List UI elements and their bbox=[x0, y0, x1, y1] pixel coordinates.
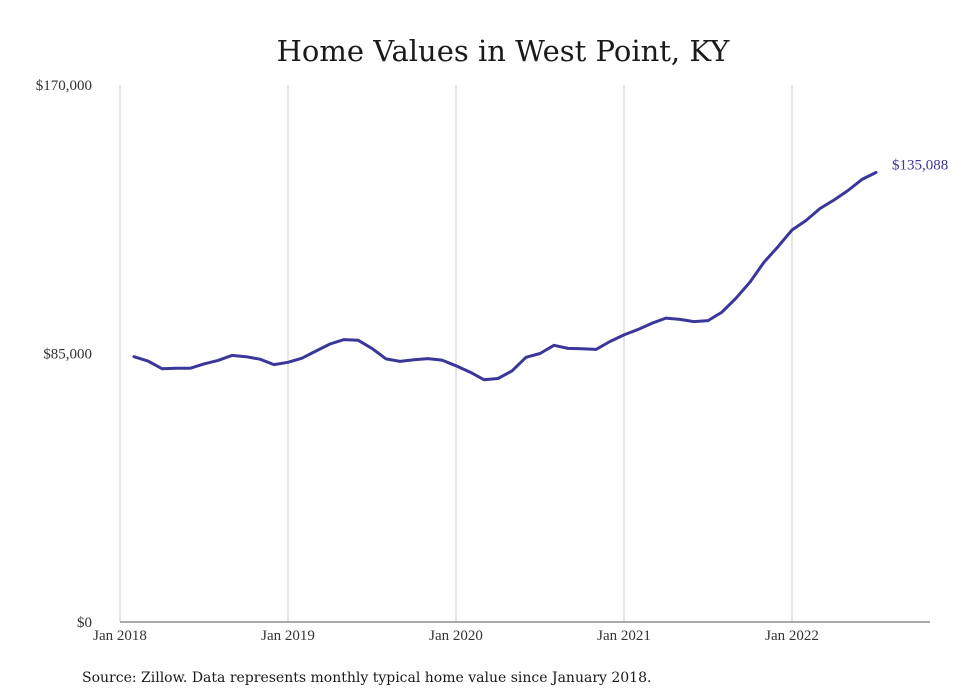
y-tick-label: $85,000 bbox=[43, 347, 92, 363]
x-tick-label: Jan 2019 bbox=[261, 628, 315, 644]
series-layer: $135,088 bbox=[132, 157, 948, 382]
chart-title: Home Values in West Point, KY bbox=[277, 34, 731, 68]
x-tick-label: Jan 2020 bbox=[429, 628, 483, 644]
y-tick-label: $170,000 bbox=[36, 78, 92, 94]
series-line bbox=[132, 171, 878, 382]
gridlines bbox=[119, 85, 793, 622]
x-tick-label: Jan 2018 bbox=[93, 628, 147, 644]
y-tick-label: $0 bbox=[77, 615, 92, 631]
x-axis-ticks: Jan 2018 Jan 2019 Jan 2020 Jan 2021 Jan 2022 bbox=[93, 628, 819, 644]
x-tick-label: Jan 2021 bbox=[597, 628, 651, 644]
end-value-label: $135,088 bbox=[892, 157, 948, 173]
source-note: Source: Zillow. Data represents monthly … bbox=[82, 670, 651, 686]
x-tick-label: Jan 2022 bbox=[765, 628, 819, 644]
y-axis-ticks: $0 $85,000 $170,000 bbox=[36, 78, 92, 631]
